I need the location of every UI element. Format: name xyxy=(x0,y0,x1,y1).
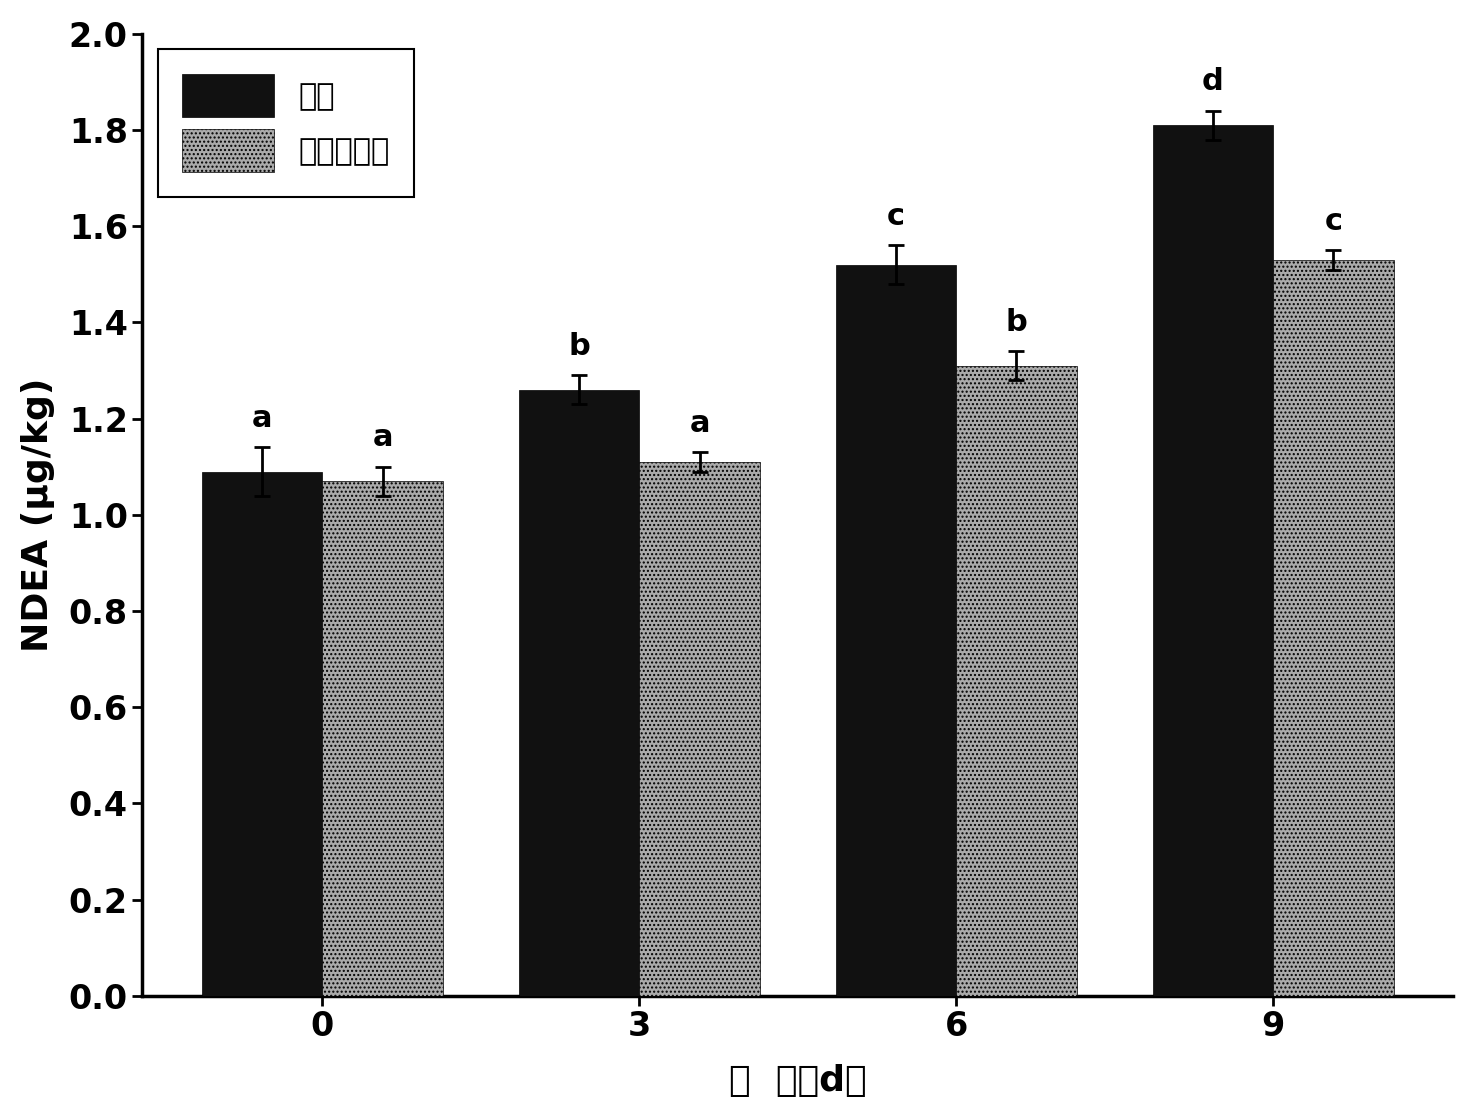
Text: b: b xyxy=(569,332,590,361)
Bar xyxy=(1274,260,1393,996)
Bar xyxy=(519,389,640,996)
Bar xyxy=(836,265,957,996)
Y-axis label: NDEA (μg/kg): NDEA (μg/kg) xyxy=(21,377,55,652)
Bar xyxy=(323,481,442,996)
Text: d: d xyxy=(1203,67,1223,96)
Bar xyxy=(957,366,1076,996)
Bar xyxy=(640,462,759,996)
Text: a: a xyxy=(252,404,273,433)
Text: b: b xyxy=(1005,308,1027,337)
Text: a: a xyxy=(373,423,394,452)
Text: a: a xyxy=(690,408,710,438)
Text: c: c xyxy=(887,203,905,231)
X-axis label: 时  间（d）: 时 间（d） xyxy=(730,1064,867,1098)
Legend: 对照, 弯曲乳杆菌: 对照, 弯曲乳杆菌 xyxy=(158,49,414,197)
Text: c: c xyxy=(1324,207,1343,236)
Bar xyxy=(202,471,323,996)
Bar xyxy=(1153,125,1274,996)
